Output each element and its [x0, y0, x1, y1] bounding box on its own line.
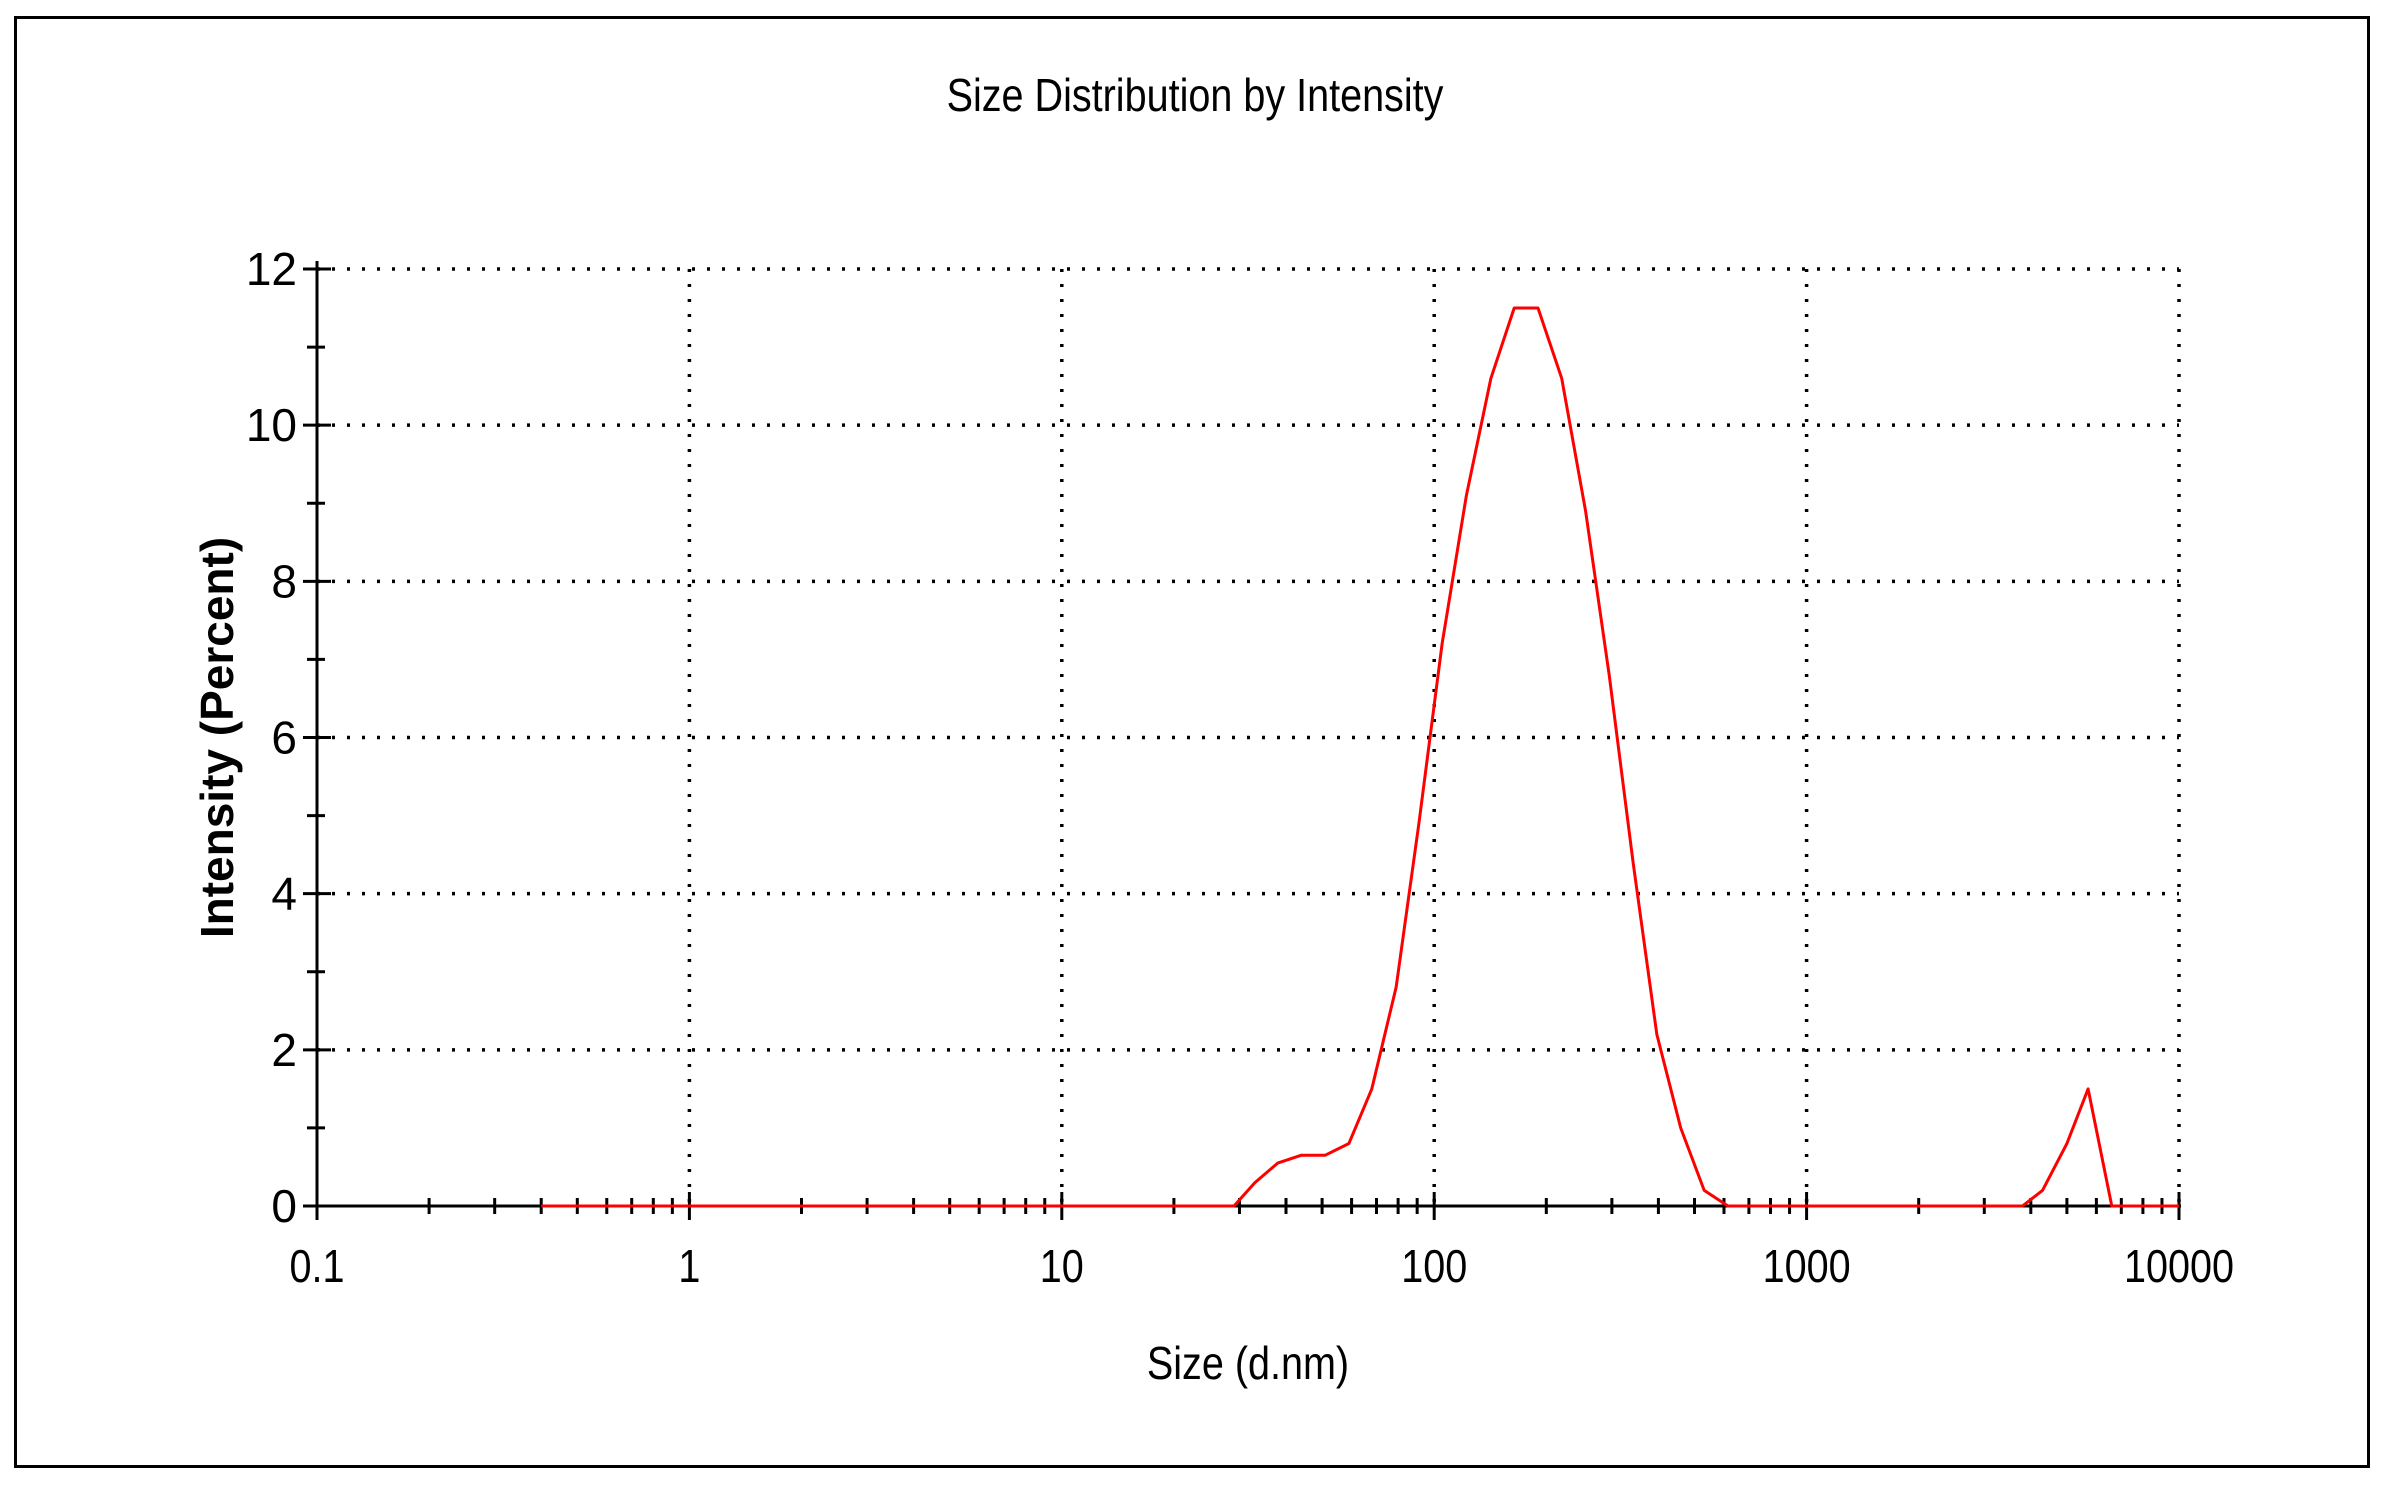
x-tick-label: 0.1	[290, 1241, 345, 1292]
x-tick-label: 10000	[2124, 1241, 2234, 1292]
x-tick-label: 1000	[1763, 1241, 1851, 1292]
y-tick-label: 8	[271, 555, 297, 607]
chart-title: Size Distribution by Intensity	[947, 70, 1444, 121]
y-axis-label: Intensity (Percent)	[191, 537, 243, 938]
chart-svg: Size Distribution by Intensity 0 2 4 6 8 10 12…	[191, 70, 2234, 1389]
grid-lines	[317, 267, 2181, 1206]
x-tick-label: 10	[1040, 1241, 1084, 1292]
axes	[305, 261, 2181, 1218]
y-tick-label: 2	[271, 1024, 297, 1076]
x-tick-label: 100	[1401, 1241, 1467, 1292]
y-tick-label: 6	[271, 712, 297, 764]
y-tick-label: 10	[246, 399, 297, 451]
y-tick-label: 0	[271, 1180, 297, 1232]
y-tick-label: 12	[246, 243, 297, 295]
series-line	[541, 306, 2179, 1208]
x-axis-label: Size (d.nm)	[1147, 1338, 1349, 1389]
tick-labels: 0 2 4 6 8 10 12 0.1 1 10 100 1000 10000	[246, 243, 2234, 1293]
series-layer	[541, 306, 2180, 1208]
y-tick-label: 4	[271, 868, 297, 920]
x-tick-label: 1	[678, 1241, 700, 1292]
tick-marks	[303, 267, 2181, 1220]
chart-frame: Size Distribution by Intensity 0 2 4 6 8 10 12…	[14, 16, 2370, 1468]
